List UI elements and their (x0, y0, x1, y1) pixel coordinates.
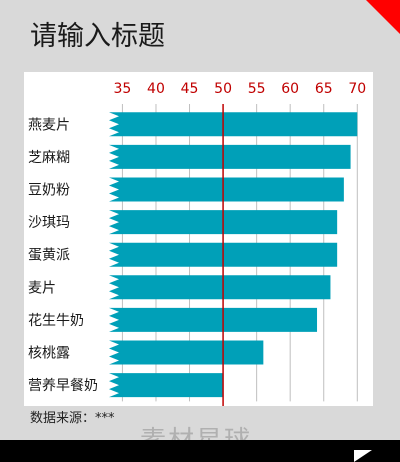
x-tick-label: 50 (214, 81, 232, 97)
category-label: 麦片 (28, 280, 56, 296)
bar (109, 275, 331, 300)
category-label: 沙琪玛 (28, 215, 70, 231)
bar (109, 112, 358, 137)
category-label: 核桃露 (28, 346, 70, 362)
x-tick-label: 70 (348, 81, 366, 97)
category-label: 燕麦片 (28, 117, 70, 133)
bar-chart: 35 40 45 50 55 60 65 70 燕麦片芝麻糊豆奶粉沙琪玛蛋黄派麦片花生牛奶核桃露… (28, 81, 366, 406)
x-tick-label: 40 (147, 81, 165, 97)
x-tick-label: 55 (248, 81, 266, 97)
x-tick-label: 35 (114, 81, 132, 97)
x-tick-label: 60 (281, 81, 299, 97)
category-label: 豆奶粉 (28, 183, 70, 199)
bar (109, 373, 224, 398)
play-icon[interactable] (354, 450, 372, 462)
x-tick-label: 45 (181, 81, 199, 97)
bar (109, 177, 344, 202)
data-source-note: 数据来源：*** (30, 411, 115, 426)
category-label: 芝麻糊 (28, 150, 70, 166)
chart-panel: 35 40 45 50 55 60 65 70 燕麦片芝麻糊豆奶粉沙琪玛蛋黄派麦片花生牛奶核桃露… (24, 72, 373, 406)
bar (109, 307, 318, 332)
bar (109, 340, 264, 365)
category-label: 蛋黄派 (28, 247, 70, 264)
category-label: 花生牛奶 (28, 313, 84, 329)
category-label: 营养早餐奶 (28, 378, 98, 394)
x-tick-label: 65 (315, 81, 333, 97)
page-title[interactable]: 请输入标题 (30, 21, 165, 52)
bar (109, 144, 351, 169)
footer-bar (0, 440, 400, 462)
corner-flag-decoration (366, 0, 400, 34)
